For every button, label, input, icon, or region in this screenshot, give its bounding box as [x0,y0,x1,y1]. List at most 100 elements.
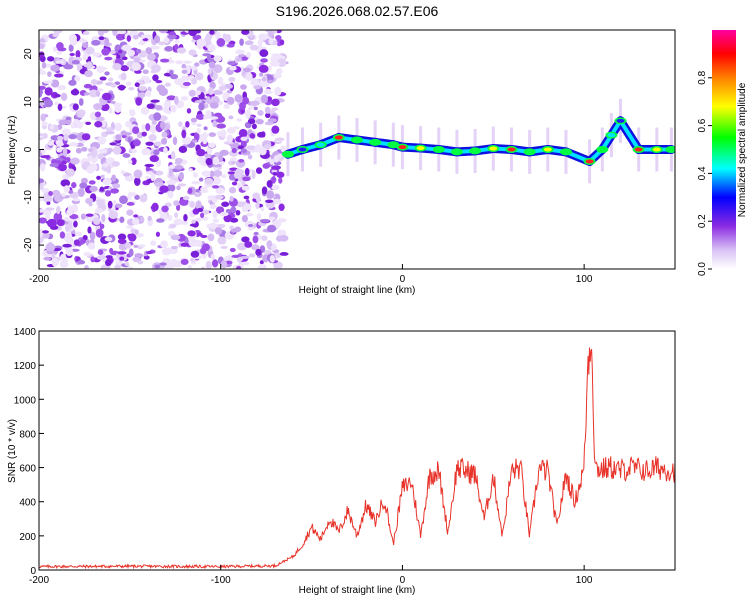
noise-blob [234,168,245,175]
noise-blob [96,175,102,180]
noise-blob [247,154,253,160]
noise-blob [272,198,282,205]
noise-blob [65,247,74,256]
noise-blob [145,175,150,180]
noise-blob [133,244,138,248]
noise-blob [96,201,105,207]
noise-blob [127,49,136,57]
noise-blob [271,165,281,170]
signal-point [585,159,594,164]
noise-blob [221,201,230,207]
noise-blob [122,153,131,158]
snr-ytick-label: 0 [30,566,36,577]
colorbar-tick-label: 0.4 [697,166,708,180]
noise-blob [229,195,234,202]
noise-blob [154,182,165,187]
noise-blob [169,258,178,268]
noise-blob [47,56,55,62]
noise-blob [126,209,134,216]
noise-blob [41,62,47,69]
noise-blob [205,109,212,119]
noise-blob [213,55,222,62]
noise-blob [100,103,110,112]
noise-blob [118,49,123,54]
noise-blob [143,255,150,260]
noise-blob [69,191,80,199]
noise-blob [261,235,268,241]
noise-blob [117,30,127,35]
noise-blob [208,87,214,95]
noise-blob [138,85,147,92]
spectrogram-ytick-label: 20 [23,48,34,60]
noise-blob [196,123,202,127]
noise-blob [57,84,67,91]
noise-blob [229,217,239,223]
noise-blob [236,265,242,269]
noise-blob [170,74,179,80]
noise-blob [53,30,63,34]
noise-blob [227,61,237,66]
noise-blob [140,34,146,39]
noise-blob [111,174,117,182]
noise-blob [273,261,283,269]
signal-point [561,149,570,154]
noise-blob [93,103,103,111]
noise-blob [45,242,56,252]
noise-blob [215,31,221,40]
noise-blob [274,86,282,96]
noise-blob [208,132,217,137]
noise-blob [180,258,189,266]
noise-blob [99,223,105,229]
noise-blob [71,204,79,213]
noise-blob [239,38,244,46]
noise-blob [195,217,202,222]
noise-blob [61,160,67,165]
noise-blob [43,194,53,204]
noise-blob [49,163,59,168]
noise-blob [252,235,259,244]
noise-blob [269,254,276,263]
noise-blob [63,185,70,193]
noise-blob [261,76,267,82]
noise-blob [112,183,121,189]
noise-blob [65,116,72,121]
noise-blob [104,259,112,267]
noise-blob [161,131,168,138]
noise-blob [265,112,271,119]
noise-blob [241,30,250,35]
noise-blob [100,174,105,179]
noise-blob [166,184,176,192]
noise-blob [126,35,131,42]
noise-blob [149,155,159,163]
noise-blob [97,153,104,160]
noise-blob [56,42,64,50]
colorbar-gradient [712,30,736,269]
noise-blob [60,179,71,187]
noise-blob [253,106,258,111]
noise-blob [257,110,264,116]
noise-blob [170,245,179,250]
noise-blob [193,239,203,247]
spectrogram-xtick-label: 0 [400,274,406,285]
noise-blob [61,193,67,198]
noise-blob [268,30,274,38]
noise-blob [217,223,226,229]
noise-blob [245,213,254,217]
noise-blob [245,145,256,151]
noise-blob [70,157,80,165]
noise-blob [241,236,250,243]
noise-blob [176,47,187,54]
noise-blob [43,256,52,261]
noise-blob [106,168,112,174]
noise-blob [79,39,88,43]
noise-blob [279,252,289,256]
noise-blob [79,182,88,189]
noise-blob [51,257,59,267]
snr-ytick-label: 1400 [14,327,37,338]
snr-line [39,347,675,570]
noise-blob [49,124,55,130]
signal-point [434,147,443,152]
noise-blob [133,169,143,179]
noise-blob [212,169,223,177]
noise-blob [108,77,114,82]
